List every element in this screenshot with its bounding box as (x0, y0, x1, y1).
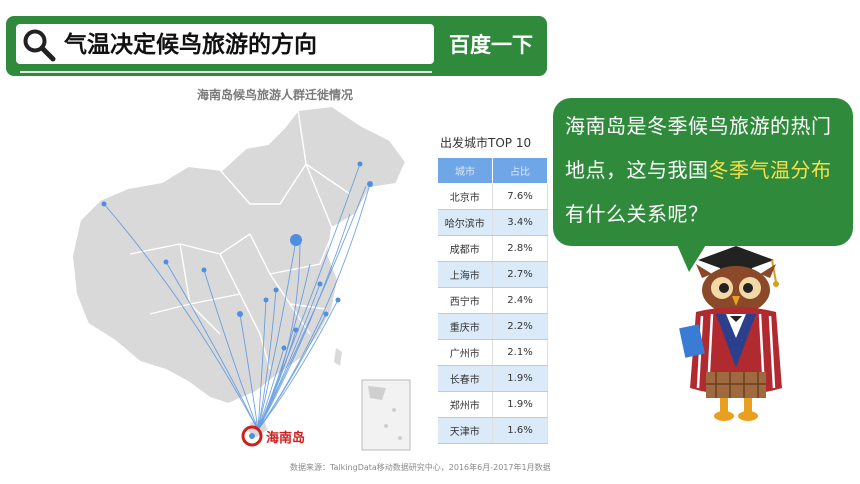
header-share: 占比 (492, 157, 548, 184)
hainan-target (241, 425, 263, 447)
table-row: 北京市 7.6% (437, 183, 548, 210)
city-cell: 哈尔滨市 (437, 209, 493, 236)
city-cell: 广州市 (437, 339, 493, 366)
city-cell: 上海市 (437, 261, 493, 288)
question-bubble: 海南岛是冬季候鸟旅游的热门地点，这与我国冬季气温分布有什么关系呢？ (553, 98, 853, 246)
search-query-text: 气温决定候鸟旅游的方向 (64, 32, 317, 58)
share-cell: 3.4% (492, 209, 548, 236)
magnifier-icon (23, 29, 56, 62)
bubble-tail (675, 240, 709, 272)
table-header-row: 城市 占比 (437, 157, 548, 184)
city-cell: 西宁市 (437, 287, 493, 314)
share-cell: 1.9% (492, 365, 548, 392)
bubble-text-part1: 海南岛是冬季候鸟旅游的热门地点，这与我国 (565, 114, 832, 182)
hainan-label: 海南岛 (266, 430, 305, 446)
share-cell: 2.1% (492, 339, 548, 366)
table-row: 西宁市 2.4% (437, 287, 548, 314)
table-row: 重庆市 2.2% (437, 313, 548, 340)
bubble-highlight: 冬季气温分布 (708, 158, 832, 182)
header-city: 城市 (437, 157, 493, 184)
city-cell: 长春市 (437, 365, 493, 392)
table-row: 哈尔滨市 3.4% (437, 209, 548, 236)
city-cell: 北京市 (437, 183, 493, 210)
table-row: 郑州市 1.9% (437, 391, 548, 418)
table-title: 出发城市TOP 10 (440, 136, 532, 150)
share-cell: 2.7% (492, 261, 548, 288)
share-cell: 2.2% (492, 313, 548, 340)
table-row: 长春市 1.9% (437, 365, 548, 392)
figure-title: 海南岛候鸟旅游人群迁徙情况 (196, 88, 353, 102)
table-row: 广州市 2.1% (437, 339, 548, 366)
owl-professor-icon (679, 246, 782, 421)
search-input[interactable]: 气温决定候鸟旅游的方向 (16, 24, 434, 64)
table-row: 天津市 1.6% (437, 417, 548, 444)
table-row: 上海市 2.7% (437, 261, 548, 288)
source-note: 数据来源：TalkingData移动数据研究中心，2016年6月-2017年1月… (290, 463, 551, 472)
city-cell: 重庆市 (437, 313, 493, 340)
baidu-search-button[interactable]: 百度一下 (449, 33, 533, 57)
bubble-text-part2: 有什么关系呢？ (565, 202, 709, 226)
city-cell: 郑州市 (437, 391, 493, 418)
table-row: 成都市 2.8% (437, 235, 548, 262)
bubble-text: 海南岛是冬季候鸟旅游的热门地点，这与我国冬季气温分布有什么关系呢？ (565, 104, 841, 236)
china-migration-map: 海南岛 (70, 104, 411, 451)
search-underline (20, 71, 432, 73)
china-outline (70, 104, 408, 406)
share-cell: 7.6% (492, 183, 548, 210)
search-bar: 气温决定候鸟旅游的方向 百度一下 (6, 16, 547, 76)
share-cell: 1.6% (492, 417, 548, 444)
share-cell: 2.8% (492, 235, 548, 262)
city-table: 城市 占比 北京市 7.6% 哈尔滨市 3.4% 成都市 2.8% 上海市 2.7% 西… (437, 157, 548, 444)
city-cell: 天津市 (437, 417, 493, 444)
share-cell: 1.9% (492, 391, 548, 418)
city-cell: 成都市 (437, 235, 493, 262)
share-cell: 2.4% (492, 287, 548, 314)
